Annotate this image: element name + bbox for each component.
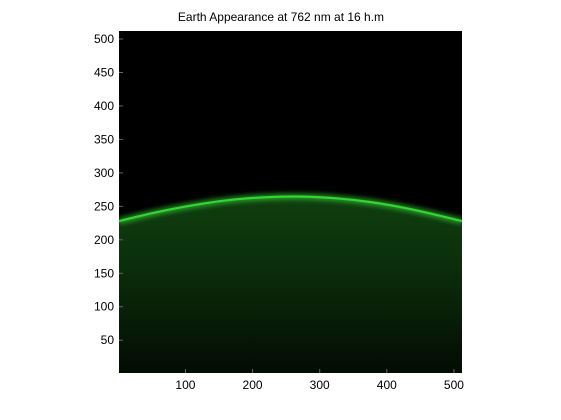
x-axis: 100 200 300 400 500 [175, 369, 464, 392]
y-tick-label: 200 [94, 233, 114, 247]
earth-disk [119, 196, 462, 373]
y-tick-label: 100 [94, 300, 114, 314]
x-tick-label: 300 [310, 378, 330, 392]
y-tick-label: 300 [94, 166, 114, 180]
y-tick-label: 50 [101, 333, 115, 347]
x-tick-label: 400 [377, 378, 397, 392]
y-tick-label: 350 [94, 132, 114, 146]
y-tick-label: 250 [94, 199, 114, 213]
x-tick-label: 500 [444, 378, 464, 392]
chart-title: Earth Appearance at 762 nm at 16 h.m [178, 10, 384, 24]
y-tick-label: 450 [94, 65, 114, 79]
x-tick-label: 200 [243, 378, 263, 392]
y-tick-label: 150 [94, 266, 114, 280]
plot-area [119, 31, 462, 373]
y-tick-label: 400 [94, 99, 114, 113]
limb-line [119, 195, 462, 223]
x-tick-label: 100 [175, 378, 195, 392]
y-axis: 50 100 150 200 250 300 350 400 450 500 [94, 32, 123, 347]
y-tick-label: 500 [94, 32, 114, 46]
